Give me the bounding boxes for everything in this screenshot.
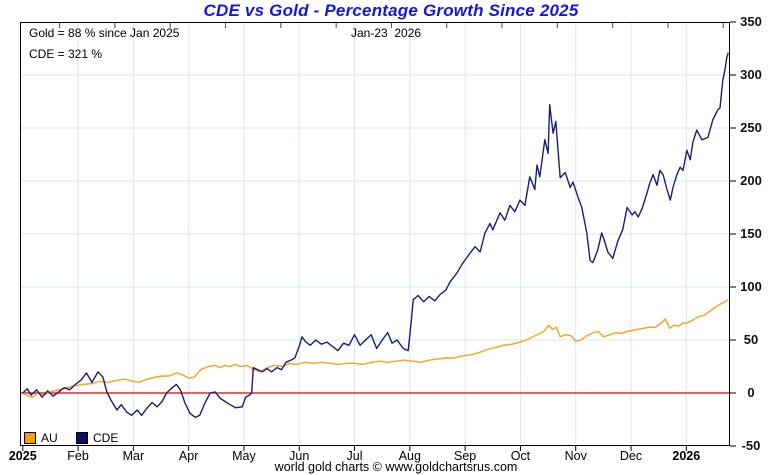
y-tick-label: 200 bbox=[740, 173, 762, 188]
y-tick-label: 50 bbox=[743, 332, 759, 347]
x-tick-label: Sep bbox=[454, 449, 477, 463]
x-tick-label: Oct bbox=[510, 449, 531, 463]
y-tick-label: 100 bbox=[740, 279, 762, 294]
series-line-cde bbox=[22, 52, 729, 419]
legend-item-au: AU bbox=[24, 431, 58, 445]
x-tick-label: May bbox=[232, 449, 256, 463]
legend-item-cde: CDE bbox=[76, 431, 118, 445]
cde-summary-label: CDE = 321 % bbox=[29, 47, 103, 61]
x-tick-label: Apr bbox=[178, 449, 199, 463]
y-tick-label: 250 bbox=[740, 120, 762, 135]
x-tick-label: Jun bbox=[289, 449, 310, 463]
x-tick-label: Jul bbox=[346, 449, 363, 463]
x-tick-label: 2026 bbox=[672, 449, 701, 463]
plot-border bbox=[20, 22, 730, 446]
x-tick-label: 2025 bbox=[8, 449, 37, 463]
cde-legend-swatch-icon bbox=[76, 432, 88, 444]
series-line-au bbox=[22, 299, 729, 398]
y-tick-label: 300 bbox=[740, 67, 762, 82]
gold-summary-label: Gold = 88 % since Jan 2025 bbox=[29, 26, 180, 40]
au-legend-swatch-icon bbox=[24, 432, 36, 444]
y-tick-label: 150 bbox=[740, 226, 762, 241]
x-tick-label: Mar bbox=[122, 449, 145, 463]
y-tick-label: -50 bbox=[741, 438, 761, 453]
x-tick-label: Aug bbox=[398, 449, 421, 463]
last-date-label: Jan-23 2026 bbox=[351, 26, 422, 40]
footer-credit: world gold charts © www.goldchartsrus.co… bbox=[274, 460, 518, 474]
y-tick-label: 350 bbox=[740, 14, 762, 29]
y-tick-label: 0 bbox=[747, 385, 755, 400]
au-legend-label: AU bbox=[41, 431, 58, 445]
x-tick-label: Nov bbox=[564, 449, 587, 463]
x-tick-label: Dec bbox=[619, 449, 643, 463]
chart-title: CDE vs Gold - Percentage Growth Since 20… bbox=[203, 1, 579, 20]
cde-legend-label: CDE bbox=[93, 431, 119, 445]
x-tick-label: Feb bbox=[67, 449, 89, 463]
